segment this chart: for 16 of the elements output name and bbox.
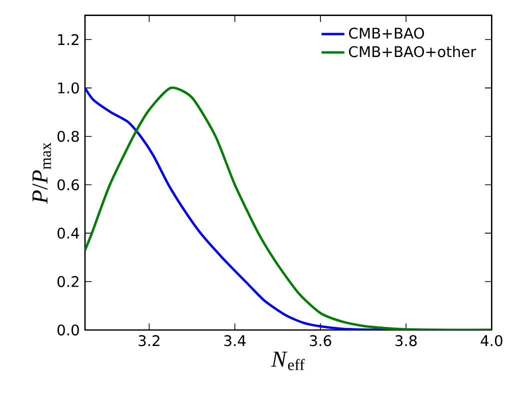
y-tick-label: 0.6 — [58, 179, 79, 190]
x-tick-label: 3.6 — [310, 335, 332, 346]
y-tick-label: 0.8 — [58, 130, 79, 142]
y-tick-label: 1.2 — [58, 34, 78, 45]
legend-label: CMB+BAO+other — [349, 46, 476, 58]
x-axis-title: N$_{eff}$ — [271, 352, 305, 370]
x-tick-label: 3.4 — [224, 335, 246, 346]
x-tick-label: 4.0 — [480, 335, 502, 346]
y-tick-label: 0.2 — [58, 276, 78, 288]
legend-label: CMB+BAO — [349, 28, 424, 39]
x-tick-label: 3.2 — [138, 335, 160, 346]
x-tick-label: 3.8 — [396, 335, 417, 346]
y-tick-label: 1.0 — [58, 82, 79, 94]
y-tick-label: 0.0 — [58, 324, 79, 336]
y-axis-title: P/P$_{max}$ — [32, 142, 51, 204]
y-tick-label: 0.4 — [58, 228, 80, 239]
